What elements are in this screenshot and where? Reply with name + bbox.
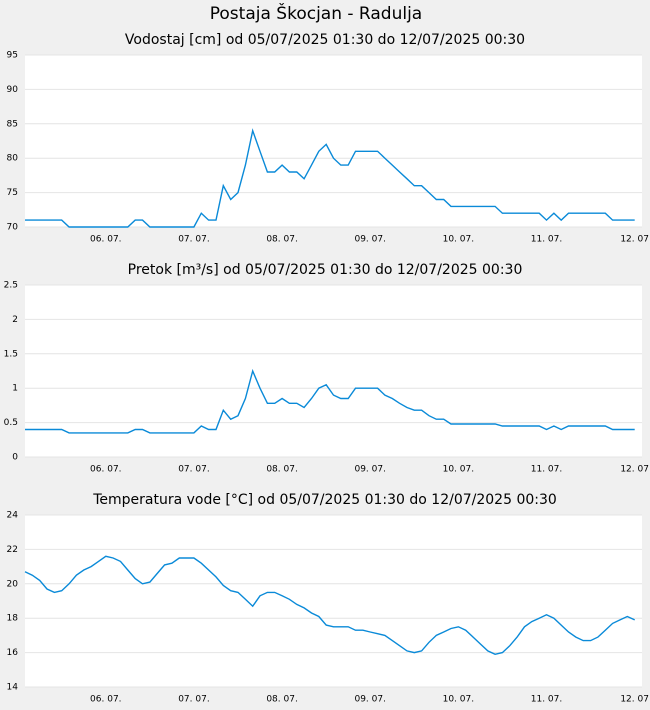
- y-tick-label: 20: [7, 579, 19, 589]
- y-tick-label: 16: [7, 648, 19, 658]
- x-tick-label: 10. 07.: [443, 235, 475, 245]
- x-tick-label: 09. 07.: [354, 465, 386, 475]
- x-tick-label: 12. 07: [620, 235, 649, 245]
- y-tick-label: 24: [7, 511, 19, 521]
- chart-title: Temperatura vode [°C] od 05/07/2025 01:3…: [92, 492, 557, 508]
- x-tick-label: 12. 07: [620, 695, 649, 705]
- x-tick-label: 07. 07.: [178, 465, 210, 475]
- x-tick-label: 06. 07.: [90, 465, 122, 475]
- x-tick-label: 09. 07.: [354, 695, 386, 705]
- x-tick-label: 10. 07.: [443, 465, 475, 475]
- x-tick-label: 07. 07.: [178, 235, 210, 245]
- y-tick-label: 95: [7, 51, 18, 61]
- x-tick-label: 06. 07.: [90, 695, 122, 705]
- x-tick-label: 12. 07: [620, 465, 649, 475]
- data-line: [24, 555, 635, 656]
- y-tick-label: 70: [7, 223, 19, 233]
- y-tick-label: 85: [7, 119, 18, 129]
- y-tick-label: 2: [12, 315, 18, 325]
- x-tick-label: 11. 07.: [531, 465, 563, 475]
- x-tick-label: 08. 07.: [266, 235, 298, 245]
- page-title: Postaja Škocjan - Radulja: [210, 2, 422, 24]
- x-tick-label: 11. 07.: [531, 695, 563, 705]
- y-tick-label: 90: [7, 85, 19, 95]
- y-tick-label: 2.5: [4, 281, 18, 291]
- y-tick-label: 80: [7, 154, 19, 164]
- x-tick-label: 09. 07.: [354, 235, 386, 245]
- plot-area: [25, 285, 642, 457]
- plot-area: [25, 55, 642, 227]
- y-tick-label: 0.5: [4, 418, 18, 428]
- y-tick-label: 1: [12, 384, 18, 394]
- y-tick-label: 0: [12, 453, 18, 463]
- plot-area: [25, 515, 642, 687]
- y-tick-label: 18: [7, 614, 19, 624]
- chart-title: Vodostaj [cm] od 05/07/2025 01:30 do 12/…: [125, 32, 525, 48]
- x-tick-label: 07. 07.: [178, 695, 210, 705]
- y-tick-label: 1.5: [4, 349, 18, 359]
- x-tick-label: 08. 07.: [266, 465, 298, 475]
- x-tick-label: 11. 07.: [531, 235, 563, 245]
- x-tick-label: 08. 07.: [266, 695, 298, 705]
- data-line: [25, 368, 635, 434]
- data-line: [25, 128, 635, 228]
- x-tick-label: 06. 07.: [90, 235, 122, 245]
- y-tick-label: 14: [7, 683, 19, 693]
- x-tick-label: 10. 07.: [443, 695, 475, 705]
- y-tick-label: 75: [7, 188, 18, 198]
- y-tick-label: 22: [7, 545, 18, 555]
- chart-title: Pretok [m³/s] od 05/07/2025 01:30 do 12/…: [128, 262, 523, 278]
